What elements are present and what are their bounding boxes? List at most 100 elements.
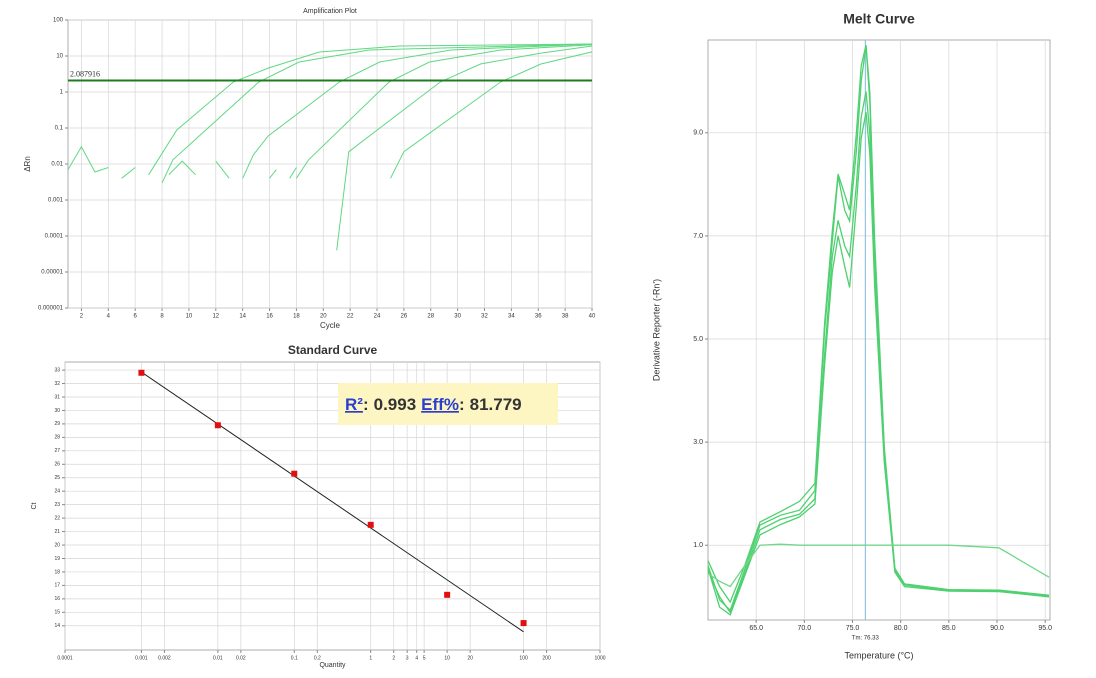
- x-tick-label: 0.1: [291, 655, 298, 661]
- y-tick-label: 17: [54, 583, 60, 589]
- separator: :: [363, 395, 369, 414]
- data-point: [520, 620, 527, 627]
- y-tick-label: 0.01: [51, 162, 63, 168]
- x-tick-label: 30: [454, 314, 461, 320]
- x-tick-label: 22: [347, 314, 354, 320]
- chart-title: Standard Curve: [288, 343, 378, 357]
- tm-label: Tm: 76.33: [852, 636, 880, 642]
- y-tick-label: 25: [54, 475, 60, 481]
- x-tick-label: 100: [519, 655, 528, 661]
- x-tick-label: 20: [320, 314, 327, 320]
- x-tick-label: 0.0001: [57, 655, 73, 661]
- y-tick-label: 28: [54, 435, 60, 441]
- x-tick-label: 2: [392, 655, 395, 661]
- x-tick-label: 28: [427, 314, 434, 320]
- data-point: [444, 591, 451, 598]
- y-tick-label: 5.0: [693, 336, 703, 343]
- y-tick-label: 20: [54, 542, 60, 548]
- x-tick-label: 5: [423, 655, 426, 661]
- x-axis-label: Quantity: [319, 662, 346, 669]
- annotation: R²: 0.993 Eff%: 81.779: [345, 395, 522, 414]
- x-tick-label: 12: [212, 314, 219, 320]
- x-tick-label: 1: [369, 655, 372, 661]
- y-tick-label: 16: [54, 596, 60, 602]
- y-tick-label: 1: [60, 90, 64, 96]
- y-tick-label: 19: [54, 556, 60, 562]
- curve: [161, 43, 593, 184]
- data-point: [291, 470, 298, 477]
- x-tick-label: 10: [186, 314, 193, 320]
- y-tick-label: 10: [56, 54, 63, 60]
- y-axis-label: Ct: [31, 502, 38, 509]
- y-tick-label: 22: [54, 515, 60, 521]
- curve: [295, 44, 593, 179]
- data-point: [367, 521, 374, 528]
- x-tick-label: 10: [444, 655, 450, 661]
- y-tick-label: 7.0: [693, 233, 703, 240]
- curve: [67, 145, 297, 179]
- fit-line: [141, 371, 524, 633]
- x-tick-label: 24: [374, 314, 381, 320]
- threshold-label: 2.087916: [70, 69, 100, 78]
- data-point: [214, 422, 221, 429]
- x-tick-label: 32: [481, 314, 488, 320]
- y-tick-label: 29: [54, 421, 60, 427]
- x-tick-label: 4: [107, 314, 111, 320]
- x-tick-label: 36: [535, 314, 542, 320]
- curve: [390, 51, 593, 179]
- separator: :: [459, 395, 465, 414]
- y-tick-label: 15: [54, 610, 60, 616]
- y-tick-label: 31: [54, 394, 60, 400]
- x-tick-label: 38: [562, 314, 569, 320]
- x-tick-label: 0.01: [213, 655, 223, 661]
- x-tick-label: 0.02: [236, 655, 246, 661]
- y-tick-label: 26: [54, 462, 60, 468]
- x-tick-label: 95.0: [1038, 625, 1052, 632]
- curve: [707, 112, 1050, 616]
- curve: [148, 43, 593, 176]
- y-tick-label: 32: [54, 381, 60, 387]
- x-tick-label: 3: [406, 655, 409, 661]
- data-point: [138, 369, 145, 376]
- x-tick-label: 0.002: [158, 655, 171, 661]
- r2-label: R²: [345, 395, 363, 414]
- y-tick-label: 30: [54, 408, 60, 414]
- eff-label: Eff%: [421, 395, 459, 414]
- y-tick-label: 18: [54, 569, 60, 575]
- x-tick-label: 20: [467, 655, 473, 661]
- x-tick-label: 85.0: [942, 625, 956, 632]
- y-tick-label: 100: [53, 18, 64, 24]
- curve: [336, 45, 593, 251]
- curve: [707, 543, 1050, 588]
- y-tick-label: 0.001: [48, 198, 64, 204]
- x-tick-label: 34: [508, 314, 515, 320]
- y-tick-label: 9.0: [693, 130, 703, 137]
- x-tick-label: 200: [542, 655, 551, 661]
- x-tick-label: 40: [589, 314, 596, 320]
- y-tick-label: 0.000001: [38, 306, 64, 312]
- y-tick-label: 24: [54, 489, 60, 495]
- eff-value: 81.779: [470, 395, 522, 414]
- x-tick-label: 2: [80, 314, 84, 320]
- y-tick-label: 33: [54, 367, 60, 373]
- chart-title: Amplification Plot: [303, 8, 357, 15]
- y-tick-label: 0.0001: [45, 234, 64, 240]
- x-tick-label: 18: [293, 314, 300, 320]
- x-tick-label: 75.0: [846, 625, 860, 632]
- x-tick-label: 1000: [594, 655, 605, 661]
- chart-title: Melt Curve: [843, 11, 915, 27]
- x-tick-label: 0.2: [314, 655, 321, 661]
- x-tick-label: 65.0: [749, 625, 763, 632]
- x-axis-label: Temperature (°C): [844, 650, 913, 660]
- r2-value: 0.993: [374, 395, 417, 414]
- x-tick-label: 8: [160, 314, 164, 320]
- y-tick-label: 0.00001: [41, 270, 63, 276]
- x-tick-label: 90.0: [990, 625, 1004, 632]
- x-tick-label: 16: [266, 314, 273, 320]
- x-tick-label: 14: [239, 314, 246, 320]
- x-axis-label: Cycle: [320, 321, 341, 330]
- y-axis-label: Derivative Reporter (-Rn'): [651, 279, 661, 381]
- y-tick-label: 21: [54, 529, 60, 535]
- y-tick-label: 0.1: [55, 126, 64, 132]
